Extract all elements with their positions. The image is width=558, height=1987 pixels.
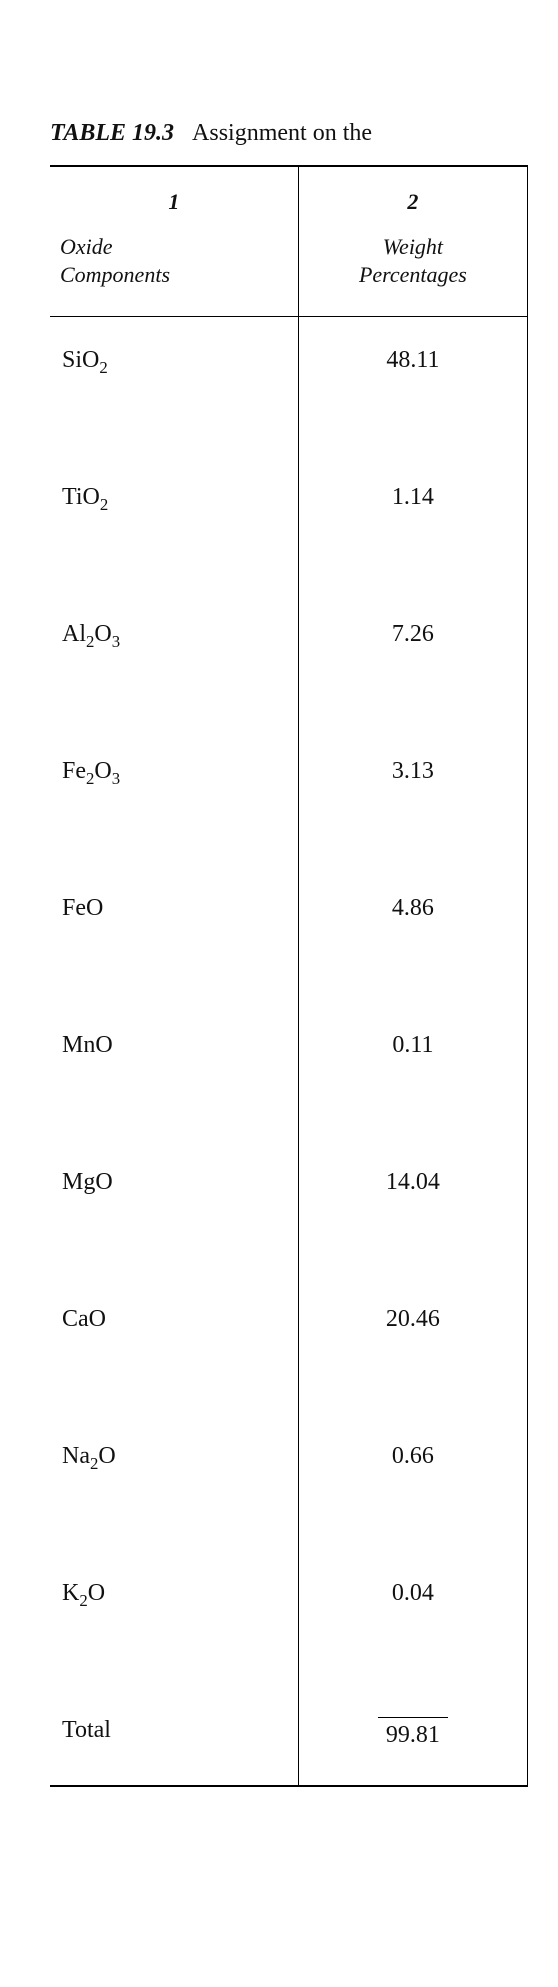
table-number: TABLE 19.3	[50, 120, 174, 146]
oxide-cell: Al2O3	[50, 591, 298, 728]
table-row: Na2O0.66	[50, 1413, 528, 1550]
value-cell: 1.14	[298, 454, 527, 591]
table-caption: TABLE 19.3 Assignment on the	[50, 120, 528, 147]
table-row: TiO21.14	[50, 454, 528, 591]
value-cell: 14.04	[298, 1139, 527, 1276]
table-row: MnO0.11	[50, 1002, 528, 1139]
oxide-cell: Fe2O3	[50, 728, 298, 865]
table-title: Assignment on the	[192, 120, 372, 146]
oxide-cell: CaO	[50, 1276, 298, 1413]
oxide-cell: Na2O	[50, 1413, 298, 1550]
table-body: SiO248.11TiO21.14Al2O37.26Fe2O33.13FeO4.…	[50, 317, 528, 1787]
table-row: SiO248.11	[50, 317, 528, 455]
value-cell: 48.11	[298, 317, 527, 455]
col1-header-line2: Components	[60, 261, 288, 289]
value-cell: 4.86	[298, 865, 527, 1002]
value-cell: 0.11	[298, 1002, 527, 1139]
oxide-cell: MnO	[50, 1002, 298, 1139]
oxide-table: 1 2 Oxide Components Weight Percentages …	[50, 165, 528, 1787]
col-number-2: 2	[407, 189, 418, 214]
table-row: K2O0.04	[50, 1550, 528, 1687]
column-header-row: Oxide Components Weight Percentages	[50, 233, 528, 317]
value-cell: 3.13	[298, 728, 527, 865]
col1-header-line1: Oxide	[60, 233, 288, 261]
oxide-cell: SiO2	[50, 317, 298, 455]
total-value: 99.81	[298, 1687, 527, 1786]
value-cell: 20.46	[298, 1276, 527, 1413]
table-row: CaO20.46	[50, 1276, 528, 1413]
total-row: Total99.81	[50, 1687, 528, 1786]
table-row: FeO4.86	[50, 865, 528, 1002]
value-cell: 0.04	[298, 1550, 527, 1687]
oxide-cell: FeO	[50, 865, 298, 1002]
oxide-cell: MgO	[50, 1139, 298, 1276]
oxide-cell: K2O	[50, 1550, 298, 1687]
value-cell: 7.26	[298, 591, 527, 728]
table-row: MgO14.04	[50, 1139, 528, 1276]
value-cell: 0.66	[298, 1413, 527, 1550]
table-row: Al2O37.26	[50, 591, 528, 728]
column-number-row: 1 2	[50, 166, 528, 233]
oxide-cell: TiO2	[50, 454, 298, 591]
col2-header-line1: Weight	[309, 233, 517, 261]
table-row: Fe2O33.13	[50, 728, 528, 865]
col-number-1: 1	[168, 189, 179, 214]
total-label: Total	[50, 1687, 298, 1786]
col2-header-line2: Percentages	[309, 261, 517, 289]
